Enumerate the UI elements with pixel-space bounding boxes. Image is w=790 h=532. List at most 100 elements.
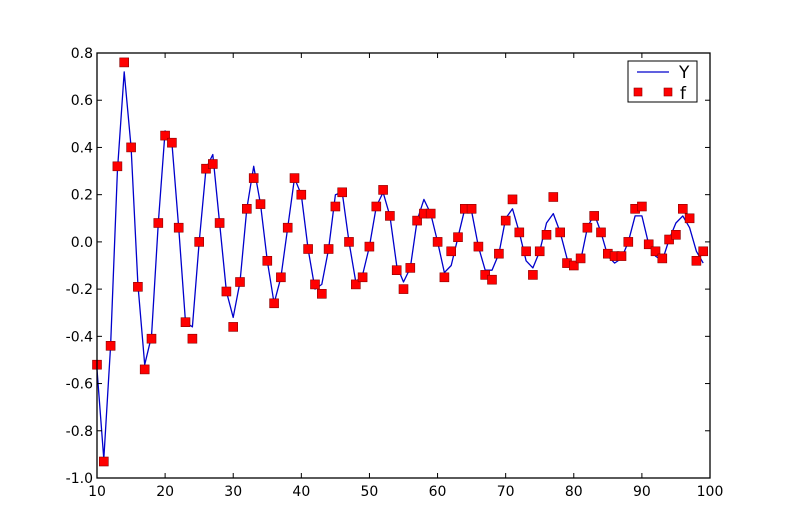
y-tick-label: -0.2	[66, 282, 93, 298]
x-tick-label: 80	[565, 484, 583, 500]
data-point-square-marker	[589, 211, 600, 221]
y-tick-label: -0.8	[66, 424, 93, 440]
data-point-square-marker	[173, 222, 184, 233]
data-point-square-marker	[262, 255, 273, 266]
legend-square-marker-icon	[633, 87, 643, 97]
data-point-square-marker	[391, 265, 402, 276]
data-point-square-marker	[698, 246, 709, 257]
data-point-square-marker	[425, 208, 436, 219]
y-tick-label: -0.6	[66, 377, 93, 393]
legend: Y f	[627, 60, 698, 104]
data-point-square-marker	[494, 248, 504, 259]
data-point-square-marker	[167, 137, 177, 148]
x-axis-tick-labels: 10 20 30 40 50 60 70 80 90 100	[88, 484, 723, 500]
data-point-square-marker	[310, 279, 320, 290]
data-point-square-marker	[555, 227, 566, 238]
data-point-square-marker	[371, 201, 382, 212]
y-tick-label: 0.8	[71, 46, 93, 62]
data-point-square-marker	[398, 284, 409, 294]
data-point-square-marker	[208, 159, 218, 169]
data-point-square-marker	[596, 227, 606, 238]
x-tick-label: 60	[429, 484, 447, 500]
y-tick-label: 0.0	[71, 235, 93, 251]
data-point-square-marker	[446, 246, 457, 257]
y-tick-label: -1.0	[66, 471, 93, 487]
y-tick-label: 0.6	[71, 93, 93, 109]
data-point-square-marker	[153, 218, 164, 228]
data-point-square-marker	[521, 246, 531, 257]
legend-square-marker-icon	[663, 87, 673, 97]
y-tick-label: 0.4	[71, 140, 93, 156]
data-point-square-marker	[350, 279, 361, 290]
data-point-square-marker	[105, 340, 116, 351]
data-point-square-marker	[507, 194, 518, 205]
plot-area	[92, 52, 711, 479]
data-point-square-marker	[691, 255, 702, 266]
data-point-square-marker	[146, 333, 157, 344]
data-point-square-marker	[480, 270, 491, 280]
x-tick-label: 10	[88, 484, 106, 500]
data-point-square-marker	[385, 211, 395, 221]
data-point-square-marker	[214, 218, 225, 228]
data-point-square-marker	[289, 173, 300, 183]
data-point-square-marker	[405, 263, 416, 273]
data-point-square-marker	[439, 272, 450, 283]
data-point-square-marker	[378, 185, 388, 195]
data-point-square-marker	[160, 130, 170, 141]
series-layer	[92, 57, 709, 467]
data-point-square-marker	[119, 57, 129, 68]
data-point-square-marker	[296, 189, 307, 200]
data-point-square-marker	[269, 298, 279, 309]
data-point-square-marker	[221, 286, 232, 297]
data-point-square-marker	[303, 244, 313, 254]
data-point-square-marker	[453, 232, 463, 242]
data-point-square-marker	[228, 322, 238, 332]
x-tick-label: 50	[361, 484, 379, 500]
data-point-square-marker	[637, 201, 647, 212]
y-tick-label: -0.4	[66, 329, 93, 345]
data-point-square-marker	[616, 251, 627, 261]
data-point-square-marker	[316, 288, 327, 299]
x-tick-label: 100	[697, 484, 724, 500]
data-point-square-marker	[500, 215, 511, 226]
data-point-square-marker	[187, 333, 198, 344]
data-point-square-marker	[528, 270, 538, 280]
data-point-square-marker	[99, 456, 109, 467]
data-point-square-marker	[276, 272, 286, 283]
data-point-square-marker	[623, 237, 634, 247]
x-tick-label: 20	[156, 484, 174, 500]
data-point-square-marker	[575, 253, 586, 264]
axes-frame	[96, 52, 711, 479]
data-point-square-marker	[364, 241, 375, 252]
data-point-square-marker	[194, 237, 204, 247]
data-point-square-marker	[235, 277, 245, 287]
data-point-square-marker	[534, 246, 545, 257]
data-point-square-marker	[412, 215, 422, 226]
data-point-square-marker	[357, 272, 368, 283]
x-tick-label: 90	[633, 484, 651, 500]
data-point-square-marker	[568, 260, 579, 271]
data-point-square-marker	[684, 213, 695, 224]
y-axis-tick-labels: 0.8 0.6 0.4 0.2 0.0 -0.2 -0.4 -0.6 -0.8 -1.0	[66, 46, 93, 487]
data-point-square-marker	[643, 239, 654, 250]
data-point-square-marker	[282, 222, 293, 233]
x-tick-label: 30	[224, 484, 242, 500]
data-point-square-marker	[541, 230, 552, 240]
legend-label-y: Y	[678, 63, 690, 83]
data-point-square-marker	[514, 227, 525, 238]
data-point-square-marker	[671, 230, 681, 240]
x-tick-label: 70	[497, 484, 515, 500]
data-point-square-marker	[548, 192, 559, 202]
series-markers-f	[92, 57, 709, 467]
data-point-square-marker	[657, 253, 668, 264]
data-point-square-marker	[432, 237, 443, 247]
data-point-square-marker	[242, 204, 252, 214]
data-point-square-marker	[330, 201, 341, 212]
data-point-square-marker	[139, 364, 150, 375]
data-point-square-marker	[112, 161, 123, 172]
data-point-square-marker	[255, 199, 266, 209]
data-point-square-marker	[337, 187, 348, 198]
data-point-square-marker	[487, 274, 497, 285]
data-point-square-marker	[126, 142, 136, 153]
